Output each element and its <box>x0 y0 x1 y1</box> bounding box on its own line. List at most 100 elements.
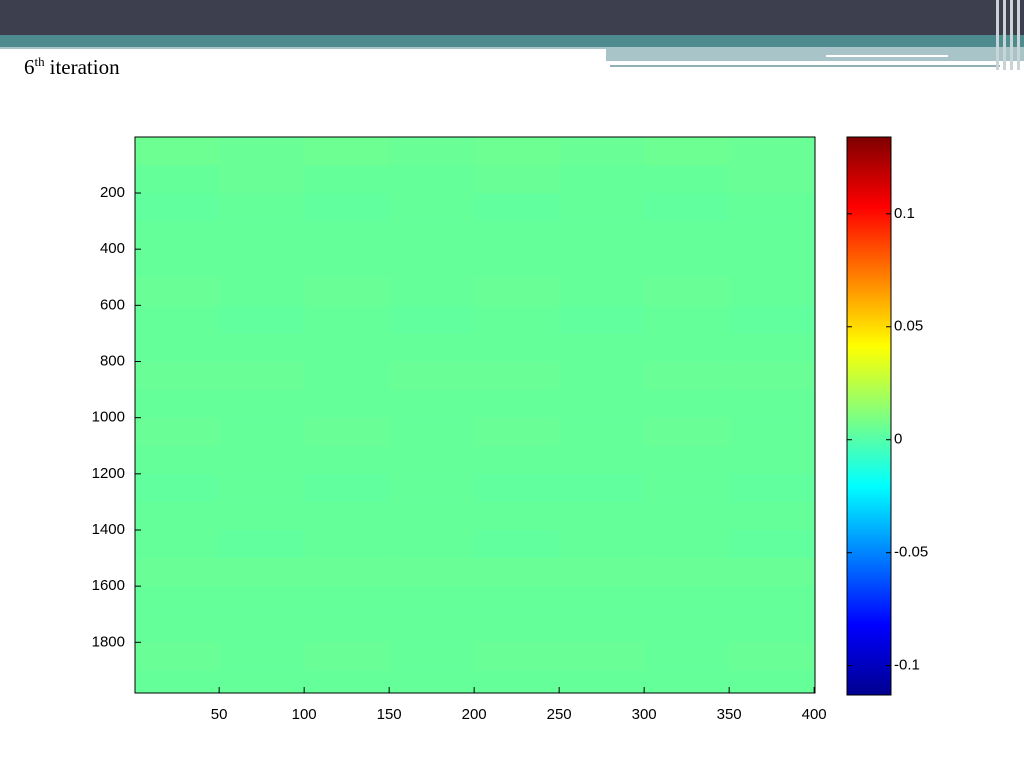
heat-cell <box>389 389 475 419</box>
heat-cell <box>219 137 305 166</box>
heat-cell <box>135 221 220 250</box>
heat-cell <box>219 333 305 363</box>
heat-cell <box>729 614 816 643</box>
heat-cell <box>474 305 560 334</box>
heat-cell <box>474 529 560 559</box>
heat-cell <box>474 417 560 447</box>
heat-cell <box>729 417 816 447</box>
heat-cell <box>474 137 560 166</box>
heat-cell <box>135 193 220 222</box>
heat-cell <box>559 558 645 587</box>
right-stripes <box>996 0 1020 70</box>
title-number: 6 <box>24 55 35 79</box>
heat-cell <box>559 614 645 643</box>
heat-cell <box>474 614 560 643</box>
heat-cell <box>135 614 220 643</box>
heat-cell <box>219 417 305 447</box>
heat-cell <box>304 193 390 222</box>
heat-cell <box>729 501 816 531</box>
heat-cell <box>135 501 220 531</box>
heat-cell <box>559 445 645 475</box>
heat-cell <box>559 417 645 447</box>
header-bar <box>0 0 1024 35</box>
heat-cell <box>389 221 475 250</box>
heat-cell <box>644 501 730 531</box>
heat-cell <box>729 670 816 694</box>
heat-cell <box>474 501 560 531</box>
heat-cell <box>559 473 645 503</box>
heat-cell <box>389 586 475 615</box>
heat-cell <box>219 501 305 531</box>
accent-strip <box>0 35 1024 47</box>
stripe <box>1010 0 1013 70</box>
heat-cell <box>644 586 730 615</box>
title-text: iteration <box>49 55 120 79</box>
heat-cell <box>304 586 390 615</box>
colorbar-tick-label: 0.1 <box>894 205 915 222</box>
heat-cell <box>559 305 645 334</box>
heat-cell <box>304 389 390 419</box>
heat-cell <box>304 642 390 671</box>
heat-cell <box>304 137 390 166</box>
x-tick-label: 250 <box>547 706 572 723</box>
heat-cell <box>304 164 390 194</box>
heat-cell <box>644 193 730 222</box>
colorbar-tick-label: 0 <box>894 431 902 448</box>
heat-cell <box>389 614 475 643</box>
heat-cell <box>389 642 475 671</box>
heat-cell <box>644 389 730 419</box>
heat-cell <box>304 333 390 363</box>
heat-cell <box>559 586 645 615</box>
heat-cell <box>135 473 220 503</box>
x-tick-label: 50 <box>211 706 228 723</box>
heat-cell <box>389 249 475 278</box>
heat-cell <box>389 361 475 391</box>
heat-cell <box>389 333 475 363</box>
heat-cell <box>135 277 220 306</box>
heat-cell <box>474 221 560 250</box>
heat-cell <box>474 277 560 306</box>
heat-cell <box>304 277 390 306</box>
heat-cell <box>729 445 816 475</box>
heat-cell <box>135 389 220 419</box>
y-tick-label: 1600 <box>92 577 125 594</box>
x-tick-label: 200 <box>462 706 487 723</box>
heat-cell <box>729 473 816 503</box>
heat-cell <box>644 417 730 447</box>
x-tick-label: 300 <box>632 706 657 723</box>
heat-cell <box>219 529 305 559</box>
heat-cell <box>729 529 816 559</box>
heat-cell <box>135 305 220 334</box>
heat-cell <box>559 249 645 278</box>
heat-cell <box>474 445 560 475</box>
heat-cell <box>219 614 305 643</box>
x-tick-label: 100 <box>292 706 317 723</box>
heat-cell <box>644 529 730 559</box>
colorbar-tick-label: -0.1 <box>894 657 920 674</box>
heat-cell <box>729 193 816 222</box>
heat-cell <box>389 529 475 559</box>
heat-cell <box>304 558 390 587</box>
heat-cell <box>474 164 560 194</box>
heat-cell <box>304 501 390 531</box>
x-tick-label: 350 <box>717 706 742 723</box>
heat-cell <box>135 137 220 166</box>
heat-cell <box>559 333 645 363</box>
heat-cell <box>304 614 390 643</box>
heat-cell <box>729 305 816 334</box>
heat-cell <box>474 193 560 222</box>
heat-cell <box>474 249 560 278</box>
heat-cell <box>135 164 220 194</box>
heat-cell <box>729 249 816 278</box>
heat-cell <box>644 305 730 334</box>
heat-cell <box>474 333 560 363</box>
y-tick-label: 1400 <box>92 521 125 538</box>
heat-cell <box>729 137 816 166</box>
heat-cell <box>729 558 816 587</box>
heat-cell <box>474 586 560 615</box>
heat-cell <box>559 277 645 306</box>
colorbar-tick-label: 0.05 <box>894 318 923 335</box>
heat-cell <box>729 361 816 391</box>
